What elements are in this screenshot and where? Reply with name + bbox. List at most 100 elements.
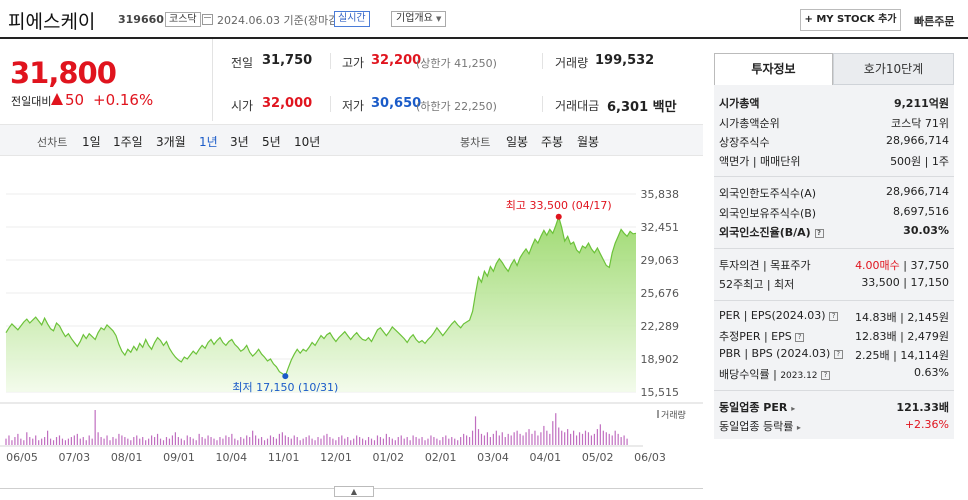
- volume-bar: [311, 438, 313, 445]
- prev-close-value: 31,750: [262, 53, 313, 68]
- help-icon[interactable]: ?: [814, 228, 824, 238]
- opinion-value: 4.00매수 | 37,750: [855, 259, 949, 272]
- help-icon[interactable]: ?: [829, 311, 839, 321]
- period-1y[interactable]: 1년: [199, 135, 218, 149]
- volume-bar: [480, 433, 483, 445]
- volume-bar: [489, 437, 491, 445]
- volume-bar: [436, 438, 438, 445]
- low-label: 저가: [342, 99, 365, 113]
- x-tick-label: 01/02: [372, 451, 404, 464]
- volume-legend-swatch: [657, 410, 659, 418]
- add-my-stock-button[interactable]: + MY STOCK 추가: [800, 9, 901, 31]
- volume-bar: [617, 433, 619, 445]
- base-date: 2024.06.03 기준(장마감): [217, 14, 343, 27]
- volume-bar: [290, 438, 292, 445]
- realtime-button[interactable]: 실시간: [334, 11, 370, 27]
- candle-monthly[interactable]: 월봉: [577, 135, 600, 149]
- period-3y[interactable]: 3년: [230, 135, 249, 149]
- market-badge: 코스닥: [165, 12, 201, 27]
- help-icon[interactable]: ?: [821, 370, 831, 380]
- chevron-up-icon: ▲: [350, 487, 358, 496]
- period-1d[interactable]: 1일: [82, 135, 101, 149]
- opinion-row: 투자의견 | 목표주가 4.00매수 | 37,750: [719, 257, 949, 275]
- market-cap-value: 9,211억원: [893, 97, 949, 110]
- volume-bar: [385, 433, 387, 445]
- period-1w[interactable]: 1주일: [113, 135, 143, 149]
- volume-bar: [8, 435, 10, 445]
- volume-bar: [558, 427, 560, 445]
- volume-bar: [388, 437, 390, 445]
- volume-bar: [599, 424, 601, 445]
- volume-bar: [516, 430, 518, 445]
- volume-bar: [421, 437, 423, 445]
- help-icon[interactable]: ?: [795, 332, 805, 342]
- period-3m[interactable]: 3개월: [156, 135, 186, 149]
- week52-value: 33,500 | 17,150: [861, 276, 949, 289]
- tab-invest-info[interactable]: 투자정보: [714, 53, 833, 85]
- volume-value: 199,532: [595, 53, 655, 68]
- foreign-hold-value: 8,697,516: [893, 205, 949, 218]
- volume-bar: [263, 440, 266, 445]
- shares-label: 상장주식수: [719, 136, 770, 149]
- volume-bar: [91, 438, 93, 445]
- volume-bar: [466, 435, 468, 445]
- trade-amount-label: 거래대금: [555, 99, 600, 113]
- period-5y[interactable]: 5년: [262, 135, 281, 149]
- quick-order-button[interactable]: 빠른주문: [914, 15, 955, 28]
- period-10y[interactable]: 10년: [294, 135, 321, 149]
- volume-bar: [73, 435, 75, 445]
- volume-bar: [549, 433, 551, 445]
- volume-bar: [20, 438, 22, 445]
- volume-bar: [246, 435, 248, 445]
- x-tick-label: 05/02: [582, 451, 614, 464]
- help-icon[interactable]: ?: [833, 349, 843, 359]
- industry-change-row[interactable]: 동일업종 등락률 ▸ +2.36%: [719, 418, 949, 436]
- header-divider: [0, 37, 968, 39]
- candle-daily[interactable]: 일봉: [506, 135, 529, 149]
- est-per-text: 추정PER | EPS: [719, 330, 792, 343]
- volume-bar: [620, 437, 622, 445]
- divider: [714, 390, 954, 391]
- foreign-limit-label: 외국인한도주식수(A): [719, 187, 817, 200]
- dividend-text: 배당수익률: [719, 368, 770, 381]
- expand-chart-button[interactable]: ▲: [334, 486, 374, 497]
- volume-bar: [522, 435, 524, 445]
- volume-bar: [156, 433, 159, 445]
- volume-bar: [266, 438, 269, 445]
- volume-bar: [406, 437, 408, 445]
- volume-bar: [162, 440, 165, 445]
- volume-bar: [605, 432, 607, 445]
- volume-bar: [255, 435, 257, 445]
- opinion-rating: 4.00매수: [855, 259, 900, 272]
- industry-per-row[interactable]: 동일업종 PER ▸ 121.33배: [719, 399, 949, 417]
- est-per-row: 추정PER | EPS ? 12.83배 | 2,479원: [719, 328, 949, 346]
- volume-bar: [293, 435, 295, 445]
- volume-bar: [115, 438, 117, 445]
- x-tick-label: 09/01: [163, 451, 195, 464]
- trade-amount-value: 6,301 백만: [607, 96, 677, 115]
- volume-bar: [136, 435, 138, 445]
- line-chart-label: 선차트: [37, 136, 68, 149]
- high-annotation: 최고 33,500 (04/17): [506, 199, 612, 212]
- price-panel: [0, 39, 213, 121]
- foreign-ratio-label: 외국인소진율(B/A) ?: [719, 224, 824, 240]
- volume-bar: [204, 438, 206, 445]
- per-number: 14.83배: [855, 311, 897, 324]
- volume-bar: [504, 437, 506, 445]
- per-row: PER | EPS(2024.03) ? 14.83배 | 2,145원: [719, 309, 949, 327]
- divider: [714, 176, 954, 177]
- tab-order-book[interactable]: 호가10단계: [833, 53, 954, 85]
- candle-weekly[interactable]: 주봉: [541, 135, 564, 149]
- pbr-number: 2.25배: [855, 349, 890, 362]
- shares-row: 상장주식수 28,966,714: [719, 134, 949, 152]
- market-cap-rank-row: 시가총액순위 코스닥 71위: [719, 115, 949, 133]
- company-overview-dropdown[interactable]: 기업개요 ▼: [391, 11, 447, 27]
- volume-bar: [546, 430, 548, 445]
- volume-bar: [338, 437, 340, 445]
- volume-bar: [314, 440, 316, 445]
- volume-bar: [626, 438, 628, 445]
- volume-bar: [44, 437, 46, 445]
- volume-bar: [165, 437, 168, 445]
- foreign-ratio-row: 외국인소진율(B/A) ? 30.03%: [719, 224, 949, 242]
- volume-bar: [269, 435, 272, 445]
